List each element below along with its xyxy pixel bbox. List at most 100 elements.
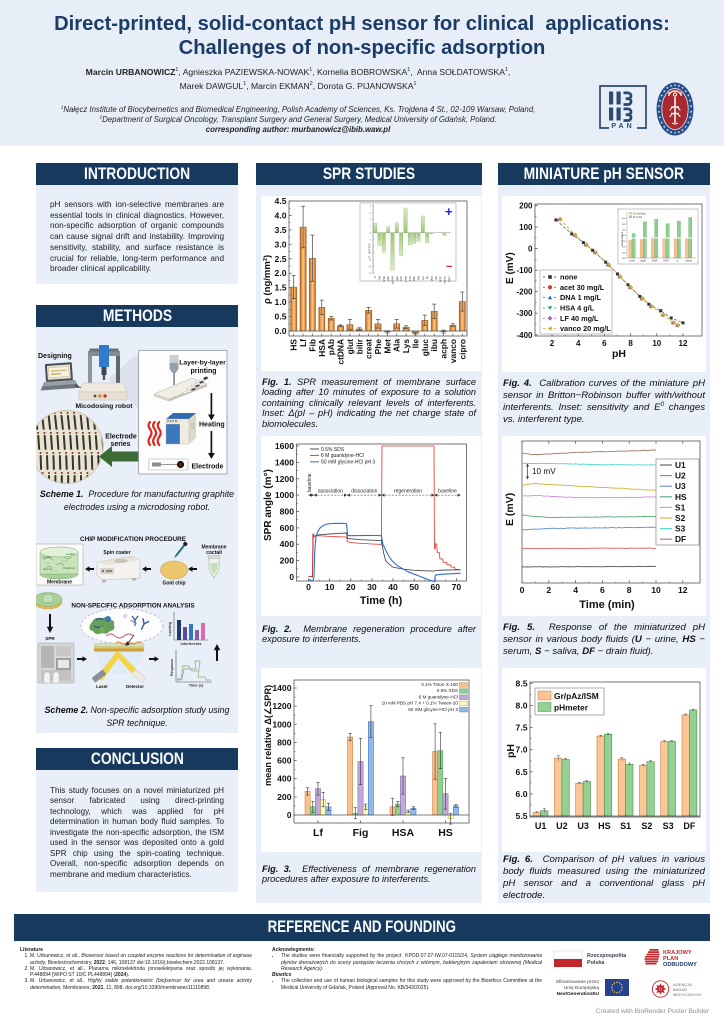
svg-text:1400: 1400 [275, 457, 294, 467]
svg-text:gluc: gluc [430, 275, 434, 281]
svg-text:Fib: Fib [378, 276, 382, 280]
svg-text:Phe: Phe [408, 276, 412, 281]
svg-text:1600: 1600 [275, 441, 294, 451]
svg-text:6: 6 [602, 339, 607, 348]
svg-text:-1: -1 [369, 238, 372, 242]
svg-text:none: none [629, 259, 635, 262]
svg-text:220: 220 [622, 241, 626, 243]
svg-text:U1: U1 [675, 460, 686, 470]
svg-text:glut: glut [395, 276, 399, 281]
svg-text:3: 3 [370, 211, 372, 215]
svg-text:2.0: 2.0 [275, 268, 287, 278]
svg-text:DF: DF [683, 821, 695, 831]
svg-text:0.1% Triton X-100: 0.1% Triton X-100 [421, 682, 458, 687]
svg-text:600: 600 [277, 756, 292, 766]
svg-text:HSA: HSA [663, 258, 669, 262]
svg-text:ctDNA: ctDNA [391, 276, 395, 284]
svg-text:AGENCJA: AGENCJA [673, 982, 692, 987]
svg-text:E° (mV): E° (mV) [633, 215, 642, 219]
svg-text:NextGenerationEU: NextGenerationEU [557, 991, 600, 997]
svg-text:E (mV): E (mV) [505, 252, 516, 284]
svg-text:Polska: Polska [587, 960, 605, 966]
svg-text:50 mM glicyne-HCl pH 3: 50 mM glicyne-HCl pH 3 [408, 707, 458, 712]
svg-text:5.5: 5.5 [516, 811, 528, 821]
svg-text:260: 260 [622, 230, 626, 232]
svg-text:baseline: baseline [438, 489, 457, 495]
svg-text:Membrane: Membrane [201, 545, 226, 551]
svg-text:acph: acph [438, 276, 442, 283]
svg-text:pH: pH [505, 744, 517, 758]
svg-text:Membrane: Membrane [47, 580, 72, 586]
svg-text:6: 6 [600, 585, 605, 595]
svg-text:Lys: Lys [421, 275, 425, 280]
svg-text:HS: HS [438, 827, 453, 839]
svg-text:-5: -5 [369, 265, 372, 269]
svg-text:-200: -200 [516, 288, 533, 297]
svg-text:Lys: Lys [401, 339, 411, 353]
svg-text:400: 400 [277, 774, 292, 784]
svg-text:-2: -2 [369, 244, 372, 248]
svg-text:bilir: bilir [399, 276, 403, 280]
svg-text:7.0: 7.0 [516, 745, 528, 755]
svg-text:acet 30 mg/L: acet 30 mg/L [560, 283, 605, 292]
svg-text:HSA: HSA [392, 827, 415, 839]
svg-text:PLAN: PLAN [663, 956, 678, 962]
svg-text:SPR: SPR [45, 636, 55, 641]
svg-text:200: 200 [280, 556, 295, 566]
svg-text:1000: 1000 [275, 490, 294, 500]
svg-text:S3: S3 [663, 821, 674, 831]
svg-text:Ile: Ile [425, 276, 429, 279]
svg-text:-400: -400 [516, 331, 533, 340]
svg-text:Parameters: Parameters [620, 231, 624, 246]
svg-text:4.5: 4.5 [275, 196, 287, 206]
svg-text:Polymer: Polymer [43, 567, 53, 571]
svg-text:ODBUDOWY: ODBUDOWY [663, 962, 697, 968]
svg-text:-3: -3 [369, 251, 372, 255]
svg-text:ρ (ng/mm²): ρ (ng/mm²) [262, 255, 273, 304]
svg-text:280: 280 [622, 224, 626, 226]
svg-text:200: 200 [622, 247, 626, 249]
svg-text:Unię Europejską: Unię Europejską [564, 985, 600, 991]
svg-text:HSA: HSA [317, 339, 327, 357]
svg-text:Electrode: Electrode [105, 434, 137, 441]
svg-text:10: 10 [652, 339, 661, 348]
svg-text:association: association [318, 489, 343, 495]
svg-text:U3: U3 [577, 821, 589, 831]
svg-text:U2: U2 [556, 821, 568, 831]
svg-text:Lf: Lf [298, 339, 308, 347]
svg-text:400: 400 [280, 539, 295, 549]
svg-text:DF: DF [675, 534, 686, 544]
svg-text:-300: -300 [516, 309, 533, 318]
svg-text:200: 200 [519, 202, 533, 211]
svg-text:mean relative Δ(∠SPR): mean relative Δ(∠SPR) [263, 685, 273, 786]
svg-text:1000: 1000 [272, 719, 291, 729]
svg-text:200: 200 [277, 792, 292, 802]
svg-text:800: 800 [277, 737, 292, 747]
svg-text:Gr/pAz/ISM: Gr/pAz/ISM [554, 691, 599, 701]
svg-text:10: 10 [325, 582, 335, 592]
svg-text:Rzeczpospolita: Rzeczpospolita [587, 953, 627, 959]
svg-text:0: 0 [287, 810, 292, 820]
svg-text:Laser: Laser [96, 684, 108, 689]
svg-text:baseline: baseline [307, 473, 313, 492]
svg-text:Time (h): Time (h) [360, 595, 403, 607]
svg-text:gluc: gluc [420, 339, 430, 357]
svg-text:DNA 1 mg/L: DNA 1 mg/L [560, 293, 602, 302]
svg-text:U1: U1 [535, 821, 547, 831]
svg-text:S2: S2 [641, 821, 652, 831]
svg-text:pHmeter: pHmeter [554, 703, 589, 713]
svg-text:-6: -6 [369, 271, 372, 275]
svg-text:HS: HS [675, 492, 687, 502]
svg-text:S1: S1 [620, 821, 631, 831]
svg-text:12: 12 [678, 585, 688, 595]
svg-text:creat: creat [364, 339, 374, 359]
svg-text:1.5: 1.5 [275, 283, 287, 293]
svg-text:600: 600 [280, 523, 295, 533]
svg-text:Layer-by-layer: Layer-by-layer [179, 360, 226, 367]
svg-text:Fib: Fib [307, 339, 317, 352]
svg-text:dissociation: dissociation [351, 489, 377, 495]
svg-text:8.0: 8.0 [516, 701, 528, 711]
svg-text:4: 4 [573, 585, 578, 595]
svg-text:pAb: pAb [326, 339, 336, 355]
svg-text:20: 20 [346, 582, 356, 592]
